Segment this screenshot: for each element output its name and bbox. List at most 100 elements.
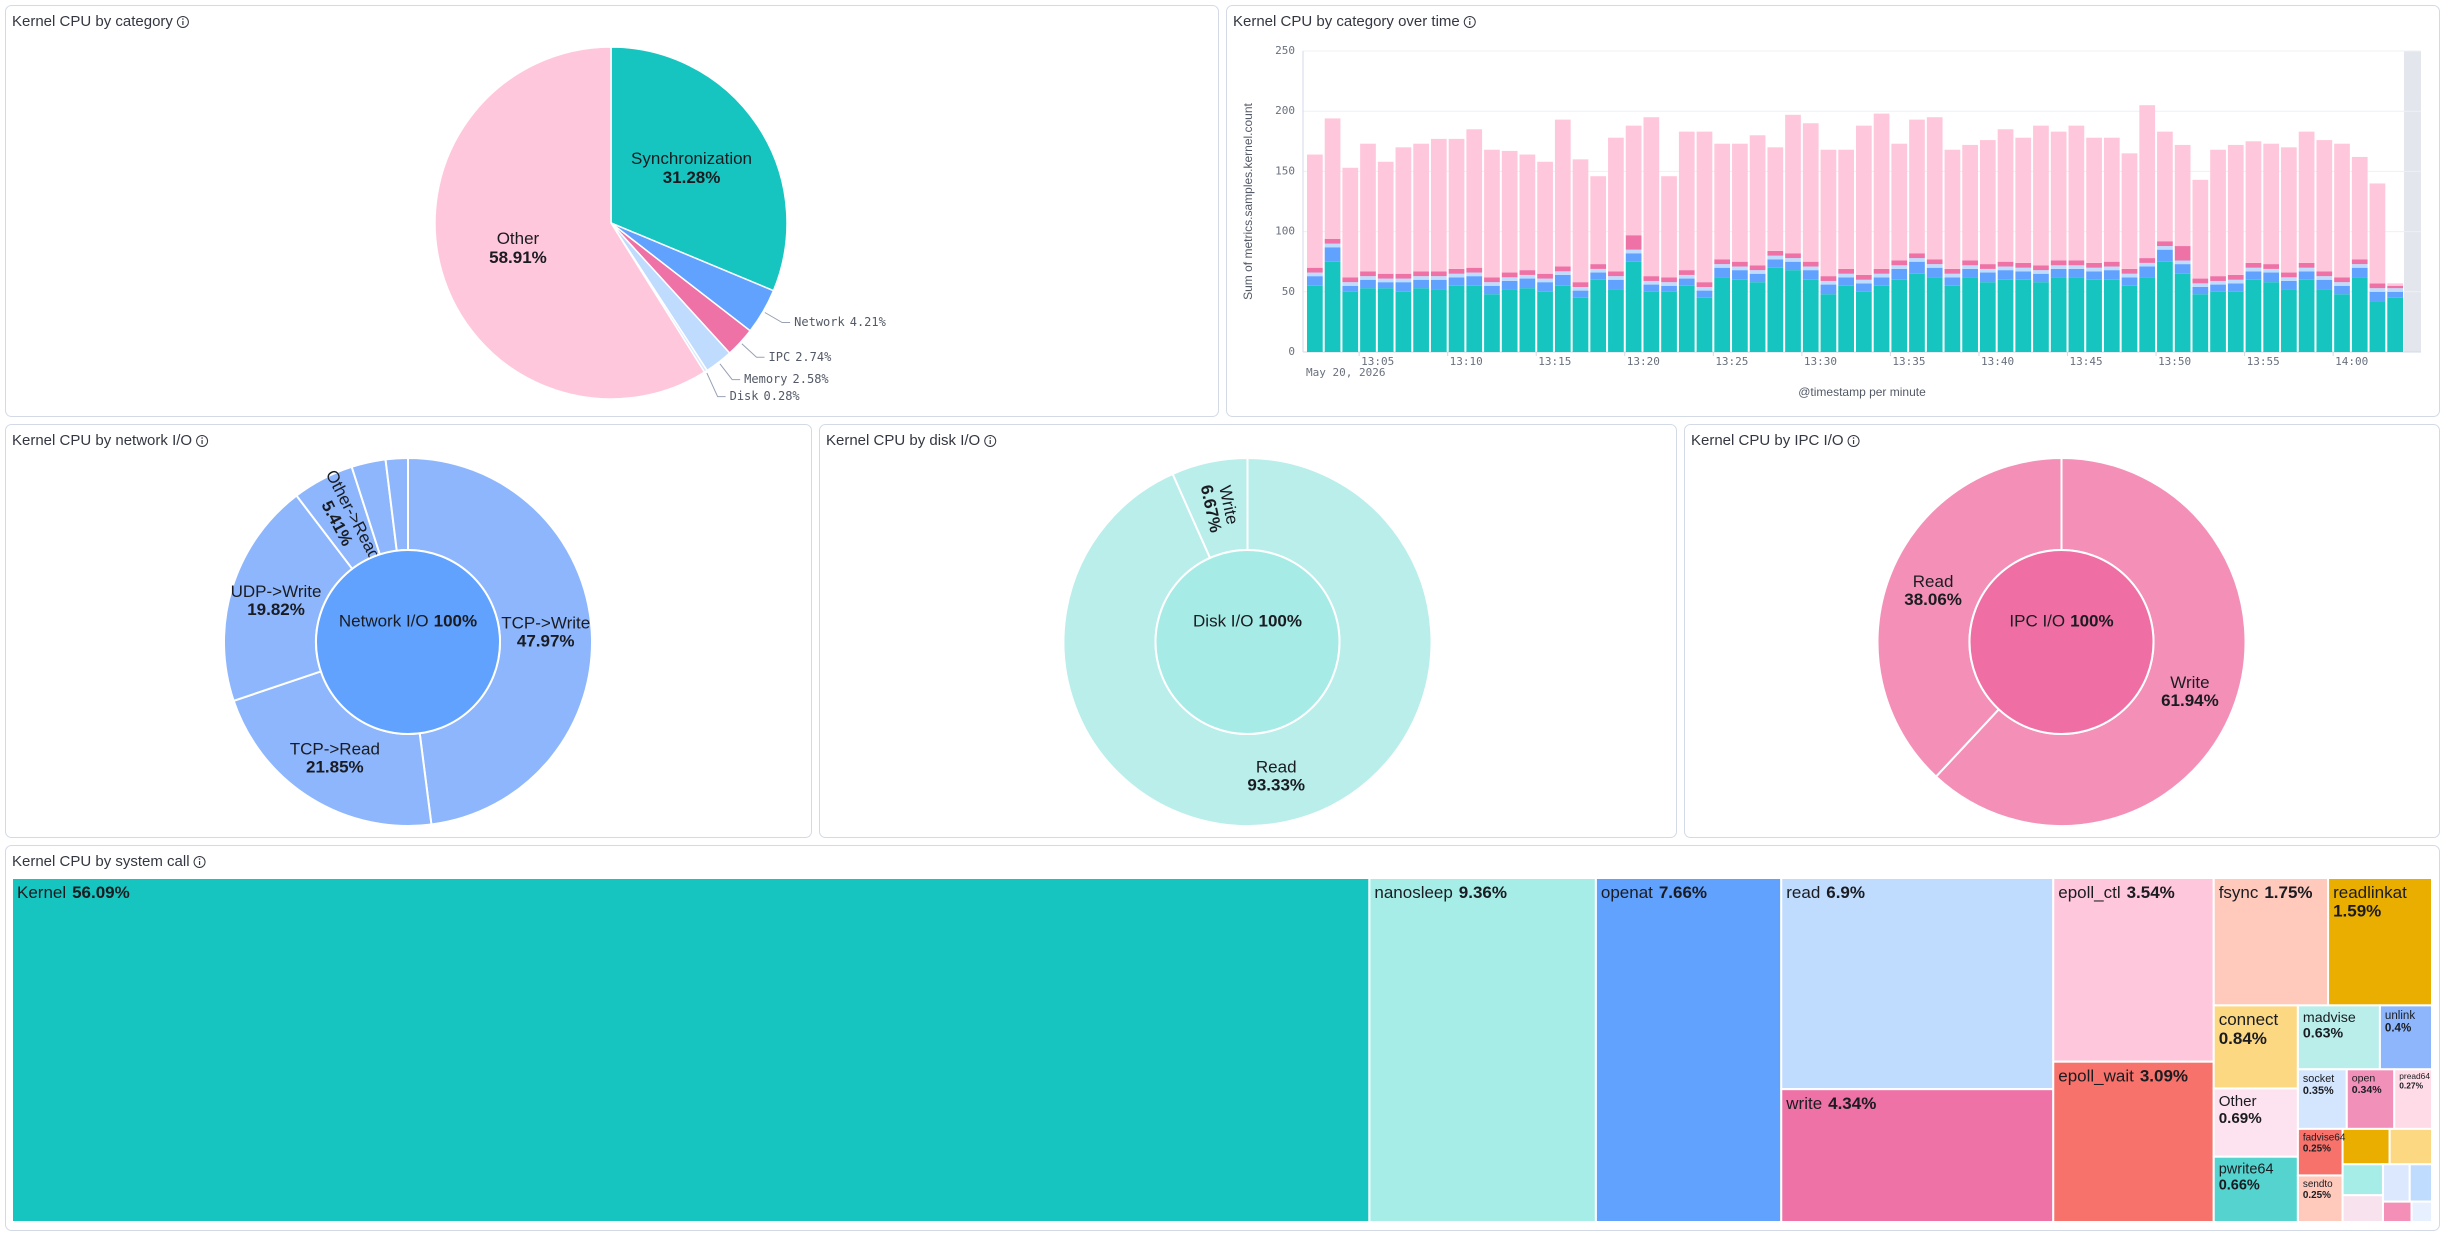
cell-label: epoll_wait bbox=[2058, 1066, 2134, 1085]
bar-segment bbox=[1625, 235, 1642, 250]
bar-segment bbox=[1466, 276, 1483, 286]
bar-segment bbox=[1661, 285, 1677, 292]
bar-segment bbox=[1625, 261, 1642, 352]
bar-segment bbox=[2121, 273, 2138, 278]
bar-segment bbox=[1926, 264, 1943, 268]
info-icon-dot bbox=[1852, 437, 1855, 439]
leader-line bbox=[706, 372, 726, 398]
bar-segment bbox=[2263, 272, 2280, 283]
bar-segment bbox=[1678, 285, 1695, 352]
cell-value: 0.63% bbox=[2303, 1026, 2344, 1042]
cell-value: 0.69% bbox=[2219, 1110, 2262, 1127]
cell-value: 0.25% bbox=[2303, 1190, 2331, 1201]
treemap-cell bbox=[2381, 1200, 2413, 1223]
bar-segment bbox=[2068, 260, 2085, 266]
bar-segment bbox=[2263, 143, 2280, 265]
bar-segment bbox=[1962, 268, 1978, 278]
cell-label: unlink bbox=[2385, 1010, 2415, 1022]
bar-segment bbox=[1997, 270, 2014, 280]
bar-segment bbox=[2210, 291, 2226, 352]
panel-title: Kernel CPU by system call bbox=[12, 853, 190, 870]
bar-segment bbox=[1324, 238, 1341, 244]
cell-value: 0.66% bbox=[2219, 1178, 2260, 1194]
bar-segment bbox=[1891, 268, 1908, 280]
inner-label: Disk I/O bbox=[1193, 611, 1253, 630]
bar-segment bbox=[2245, 262, 2262, 268]
bar-segment bbox=[2033, 270, 2049, 274]
x-tick-label: 13:40 bbox=[1981, 355, 2014, 368]
bar-segment bbox=[1342, 285, 1359, 292]
slice-value: 4.21% bbox=[850, 315, 887, 329]
bar-segment bbox=[1572, 286, 1589, 291]
panel-title: Kernel CPU by network I/O bbox=[12, 432, 192, 449]
bar-segment bbox=[2139, 258, 2156, 263]
bar-segment bbox=[1643, 291, 1660, 352]
bar-segment bbox=[1767, 267, 1784, 352]
bar-segment bbox=[2334, 277, 2350, 283]
bar-segment bbox=[2387, 283, 2403, 286]
treemap-cell bbox=[1368, 877, 1597, 1223]
x-tick-label: 14:00 bbox=[2335, 355, 2368, 368]
bar-segment bbox=[1590, 264, 1607, 269]
bar-segment bbox=[1944, 285, 1961, 352]
bar-segment bbox=[2103, 279, 2120, 352]
bar-segment bbox=[1413, 271, 1429, 277]
bar-segment bbox=[1926, 277, 1943, 352]
bar-segment bbox=[1696, 282, 1713, 287]
pie-slice bbox=[434, 46, 706, 400]
bar-segment bbox=[1820, 276, 1837, 281]
bar-segment bbox=[2139, 266, 2156, 278]
info-icon-dot bbox=[198, 858, 201, 860]
bar-segment bbox=[1360, 271, 1376, 277]
slice-label: Write bbox=[2170, 673, 2209, 692]
cell-value: 7.66% bbox=[1659, 883, 1707, 902]
bar-segment bbox=[1909, 258, 1925, 262]
bar-segment bbox=[2281, 289, 2297, 352]
bar-segment bbox=[2227, 291, 2244, 352]
bar-segment bbox=[1430, 276, 1447, 280]
bar-segment bbox=[2369, 301, 2386, 352]
bar-segment bbox=[2121, 277, 2138, 286]
info-icon-dot bbox=[989, 437, 992, 439]
bar-segment bbox=[1944, 149, 1961, 269]
bar-segment bbox=[1413, 279, 1429, 289]
bar-segment bbox=[1360, 276, 1376, 280]
bar-segment bbox=[2103, 266, 2120, 271]
bar-segment bbox=[2387, 297, 2403, 352]
bar-segment bbox=[1537, 161, 1553, 274]
bar-segment bbox=[2245, 279, 2262, 352]
slice-value: 2.74% bbox=[795, 350, 832, 364]
bar-segment bbox=[2263, 268, 2280, 273]
bar-segment bbox=[1767, 259, 1784, 268]
bar-segment bbox=[2192, 283, 2209, 287]
bar-segment bbox=[2387, 291, 2403, 298]
panel-title: Kernel CPU by IPC I/O bbox=[1691, 432, 1844, 449]
cell-label: write bbox=[1785, 1094, 1822, 1113]
treemap-cell bbox=[2341, 1194, 2384, 1223]
bar-segment bbox=[1820, 284, 1837, 295]
bar-segment bbox=[1732, 279, 1748, 352]
y-tick-label: 250 bbox=[1275, 44, 1295, 57]
y-tick-label: 0 bbox=[1288, 345, 1295, 358]
treemap-cell bbox=[2388, 1127, 2433, 1166]
bar-segment bbox=[1909, 253, 1925, 259]
bar-segment bbox=[1856, 274, 1872, 280]
bar-segment bbox=[1377, 161, 1394, 274]
bar-segment bbox=[1926, 259, 1943, 265]
bar-segment bbox=[2316, 276, 2333, 280]
bar-segment bbox=[2369, 183, 2386, 284]
cell-label: fsync bbox=[2219, 883, 2259, 902]
bar-segment bbox=[1395, 273, 1412, 279]
bar-segment bbox=[1873, 268, 1890, 274]
bar-segment bbox=[2068, 268, 2085, 278]
bar-segment bbox=[2245, 271, 2262, 280]
bar-segment bbox=[1997, 279, 2014, 352]
bar-segment bbox=[1802, 261, 1819, 267]
info-icon-dot bbox=[182, 18, 184, 20]
bar-segment bbox=[1838, 277, 1854, 286]
bar-segment bbox=[1430, 289, 1447, 352]
bar-segment bbox=[2351, 156, 2368, 260]
bar-segment bbox=[1448, 268, 1465, 274]
y-tick-label: 150 bbox=[1275, 164, 1295, 177]
